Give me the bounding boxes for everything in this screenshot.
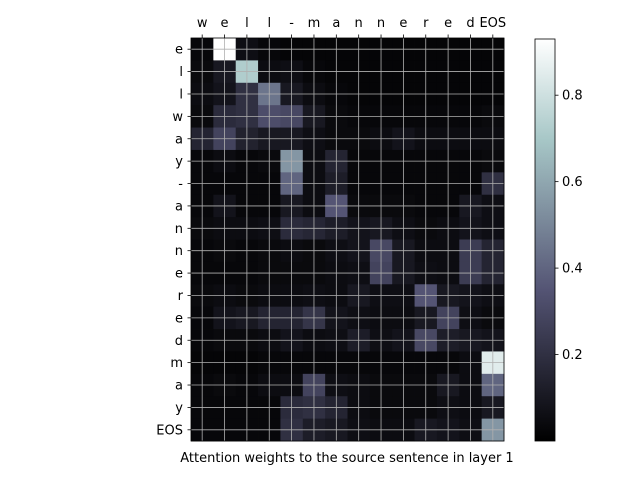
x-tick-label: m <box>308 16 321 31</box>
colorbar-tick-label: 0.6 <box>562 175 583 190</box>
y-tick-label: e <box>175 267 183 282</box>
x-tick-label: e <box>221 16 229 31</box>
y-tick-label: a <box>175 199 183 214</box>
heatmap-grid <box>191 38 504 441</box>
x-tick-label: e <box>444 16 452 31</box>
x-tick-label: EOS <box>479 16 506 31</box>
y-tick-label: d <box>175 334 183 349</box>
y-tick-label: EOS <box>156 423 183 438</box>
colorbar <box>534 38 556 442</box>
y-tick-label: n <box>175 244 183 259</box>
y-tick-label: w <box>172 110 183 125</box>
y-tick-label: l <box>179 65 183 80</box>
x-tick-label: n <box>355 16 363 31</box>
y-tick-label: - <box>178 177 183 192</box>
colorbar-tick-label: 0.4 <box>562 262 583 277</box>
y-tick-label: e <box>175 43 183 58</box>
x-tick-label: l <box>245 16 249 31</box>
x-axis-label: Attention weights to the source sentence… <box>180 451 513 466</box>
x-tick-label: d <box>466 16 474 31</box>
y-tick-label: a <box>175 132 183 147</box>
plot-frame <box>190 37 505 442</box>
x-tick-label: l <box>267 16 271 31</box>
y-tick-label: y <box>175 155 183 170</box>
colorbar-ticks: 0.2 0.4 0.6 0.8 <box>555 89 583 363</box>
colorbar-tick-label: 0.8 <box>562 89 583 104</box>
x-tick-label: a <box>332 16 340 31</box>
y-tick-label: a <box>175 379 183 394</box>
heatmap-cells <box>191 38 505 442</box>
x-tick-label: w <box>197 16 208 31</box>
colorbar-tick-label: 0.2 <box>562 348 583 363</box>
y-tick-label: r <box>178 289 184 304</box>
x-axis-ticks: w e l l - m a n n e r e d EOS <box>197 16 506 38</box>
y-tick-label: y <box>175 401 183 416</box>
y-tick-label: m <box>170 356 183 371</box>
x-tick-label: e <box>399 16 407 31</box>
x-tick-label: - <box>289 16 294 31</box>
y-tick-label: l <box>179 87 183 102</box>
x-tick-label: r <box>423 16 429 31</box>
y-tick-label: n <box>175 222 183 237</box>
y-tick-label: e <box>175 311 183 326</box>
x-tick-label: n <box>377 16 385 31</box>
